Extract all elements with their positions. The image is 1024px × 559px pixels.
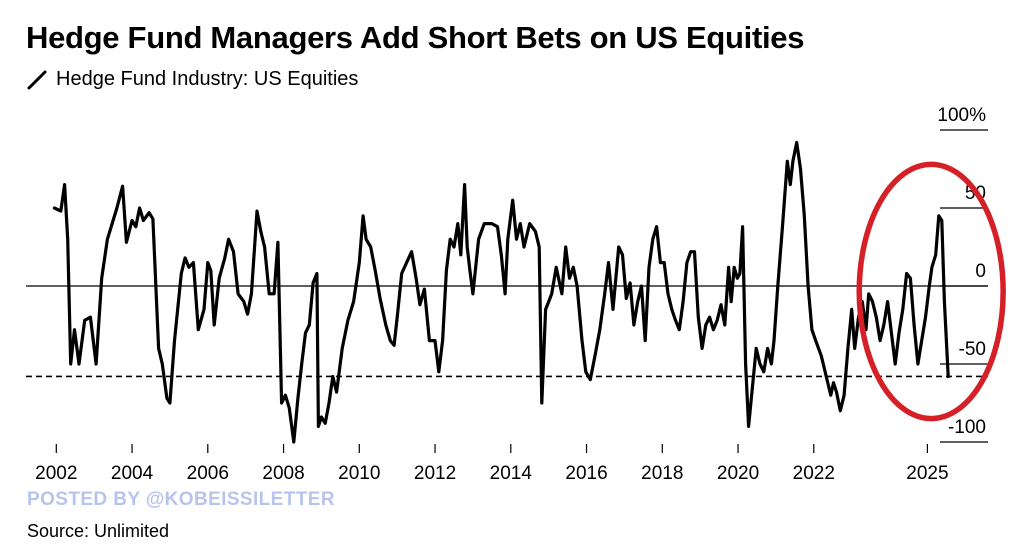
x-tick-label: 2020: [717, 463, 759, 484]
x-tick-label: 2004: [111, 463, 154, 484]
series-line: [52, 140, 950, 444]
legend: Hedge Fund Industry: US Equities: [26, 68, 358, 91]
x-tick-label: 2010: [338, 463, 380, 484]
y-tick-label: 100%: [937, 105, 986, 126]
legend-line-icon: [26, 69, 48, 91]
x-tick-label: 2012: [414, 463, 456, 484]
x-tick-label: 2002: [35, 463, 77, 484]
x-tick-label: 2025: [906, 463, 948, 484]
source-note: Source: Unlimited: [27, 521, 170, 541]
chart-title: Hedge Fund Managers Add Short Bets on US…: [26, 20, 805, 55]
x-tick-label: 2008: [262, 463, 304, 484]
x-tick-label: 2016: [565, 463, 607, 484]
watermark: POSTED BY @KOBEISSILETTER: [27, 489, 335, 510]
legend-label: Hedge Fund Industry: US Equities: [56, 68, 359, 90]
y-tick-label: -50: [959, 339, 986, 360]
x-tick-label: 2006: [187, 463, 229, 484]
y-tick-label: 0: [975, 261, 986, 282]
x-tick-label: 2022: [793, 463, 835, 484]
x-tick-label: 2014: [490, 463, 533, 484]
y-tick-label: -100: [948, 417, 986, 438]
highlight-ellipse: [856, 161, 1006, 422]
x-tick-label: 2018: [641, 463, 683, 484]
